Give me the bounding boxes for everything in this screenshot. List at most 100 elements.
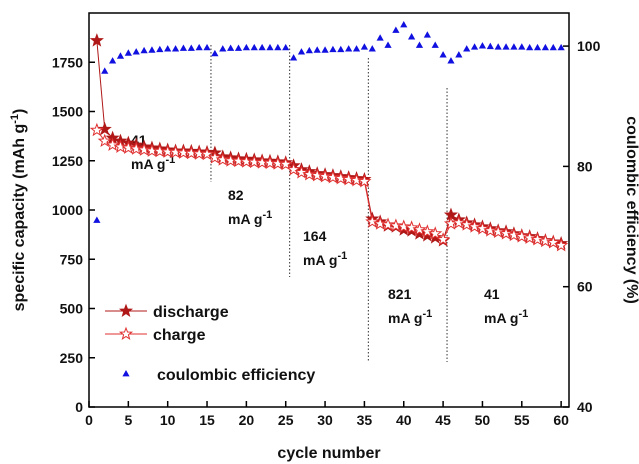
ce-marker: [439, 51, 447, 58]
charge-marker: [420, 224, 435, 238]
charge-marker: [121, 140, 136, 154]
charge-marker: [483, 223, 498, 237]
ce-marker: [242, 43, 250, 51]
plot-frame: [88, 12, 570, 408]
ce-marker: [392, 26, 400, 33]
y-tick-label: 250: [60, 350, 84, 366]
y-tick-label: 1000: [52, 202, 83, 218]
ce-marker: [376, 34, 384, 41]
y-axis-label-text: specific capacity (mAh g: [11, 124, 28, 312]
x-tick-label: 35: [357, 412, 373, 428]
y-tick-label: 0: [75, 399, 83, 415]
rate-unit: mA g-1: [484, 308, 528, 326]
legend-label: charge: [153, 327, 206, 344]
rate-unit-text: mA g: [131, 156, 165, 172]
ce-marker: [408, 33, 416, 40]
charge-marker: [467, 219, 482, 233]
ce-marker: [447, 57, 455, 64]
y-tick-label: 1500: [52, 104, 83, 120]
rate-unit-sup: -1: [165, 154, 175, 166]
ce-marker: [250, 43, 258, 51]
x-tick-label: 25: [278, 412, 294, 428]
ce-marker: [384, 41, 392, 48]
ce-marker: [463, 45, 471, 52]
discharge-marker: [97, 121, 112, 136]
charge-marker: [105, 137, 120, 151]
ce-marker: [101, 67, 109, 74]
charge-marker: [184, 145, 199, 160]
ce-marker: [297, 48, 306, 55]
charge-marker: [278, 156, 293, 171]
ce-marker: [360, 43, 369, 50]
ce-marker: [93, 216, 101, 223]
ce-marker: [266, 43, 274, 51]
ce-marker: [234, 44, 243, 51]
charge-marker: [152, 143, 167, 158]
charge-marker: [554, 238, 569, 252]
rate-value: 82: [228, 187, 244, 203]
x-axis-label: cycle number: [277, 445, 380, 462]
charge-marker: [318, 169, 333, 183]
ce-marker: [494, 43, 502, 50]
charge-marker: [538, 233, 553, 248]
ce-marker: [148, 46, 156, 53]
y-axis-label-sup: -1: [9, 114, 21, 124]
x-tick-label: 10: [160, 412, 176, 428]
charge-marker: [412, 222, 427, 236]
x-tick-label: 50: [475, 412, 491, 428]
x-tick-label: 55: [514, 412, 530, 428]
ce-marker: [274, 43, 282, 51]
charge-marker: [522, 230, 537, 244]
charge-marker: [349, 173, 364, 187]
charge-marker: [247, 154, 262, 169]
ce-marker: [195, 43, 203, 51]
y-tick-label: 500: [60, 301, 84, 317]
rate-value: 41: [484, 286, 500, 302]
ce-marker: [282, 43, 290, 51]
rate-unit-sup: -1: [337, 250, 347, 262]
ce-marker: [203, 43, 211, 51]
charge-marker: [388, 218, 403, 232]
charge-marker: [270, 156, 285, 170]
rate-unit-text: mA g: [228, 211, 262, 227]
x-tick-label: 5: [124, 412, 132, 428]
charge-marker: [97, 133, 112, 148]
charge-marker: [357, 174, 372, 188]
ce-marker: [549, 43, 557, 51]
charge-marker: [333, 171, 348, 185]
y-tick-label: 1750: [52, 54, 83, 70]
charge-marker: [325, 170, 341, 184]
y-tick-label: 750: [60, 251, 84, 267]
ce-marker: [321, 46, 329, 53]
ce-marker: [352, 45, 361, 52]
rate-unit-text: mA g: [484, 310, 518, 326]
legend-label: coulombic efficiency: [157, 367, 315, 384]
charge-marker: [451, 215, 466, 229]
ce-marker: [179, 44, 188, 51]
ce-marker: [510, 43, 518, 50]
ce-marker: [156, 45, 164, 53]
charge-marker: [491, 224, 506, 239]
charge-marker: [506, 227, 521, 242]
charge-marker: [514, 229, 529, 243]
ce-marker: [486, 42, 494, 50]
ce-marker: [109, 57, 117, 64]
legend-marker: [118, 303, 134, 318]
ce-marker: [431, 41, 439, 48]
discharge-marker: [89, 33, 104, 47]
legend-label: discharge: [153, 304, 229, 321]
charge-marker: [302, 167, 317, 181]
charge-marker: [294, 165, 309, 179]
ce-marker: [211, 49, 219, 57]
ce-marker: [132, 48, 140, 55]
ce-marker: [368, 45, 376, 52]
ce-marker: [400, 21, 408, 28]
y-axis-label-end: ): [11, 109, 28, 114]
rate-unit: mA g-1: [303, 250, 347, 268]
y2-tick-label: 40: [577, 399, 593, 415]
ce-marker: [187, 44, 195, 51]
ce-marker: [140, 46, 148, 54]
charge-marker: [129, 141, 144, 155]
rate-unit-sup: -1: [518, 308, 528, 320]
ce-marker: [470, 43, 479, 50]
